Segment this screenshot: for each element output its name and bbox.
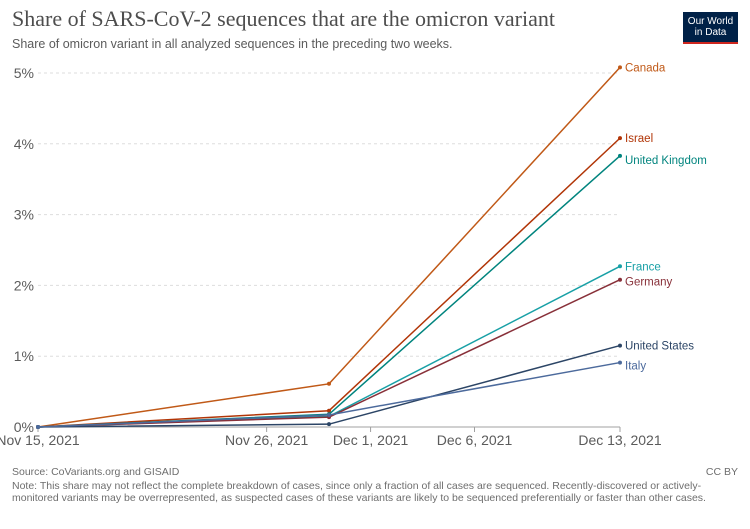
y-axis-ticks: 0% 1% 2% 3% 4% 5%: [14, 65, 34, 435]
y-tick-label: 1%: [14, 348, 34, 364]
logo-line-2: in Data: [694, 27, 727, 38]
data-point: [618, 136, 622, 141]
data-point: [618, 277, 622, 282]
grid-lines: [38, 72, 620, 428]
data-point: [618, 153, 622, 158]
data-point: [618, 65, 622, 70]
y-tick-label: 0%: [14, 419, 34, 435]
series-line: [37, 279, 621, 428]
series-label: United Kingdom: [625, 155, 707, 167]
data-point: [327, 422, 331, 427]
note-text: Note: This share may not reflect the com…: [12, 479, 706, 505]
data-point: [327, 412, 331, 417]
data-point: [327, 381, 331, 386]
x-tick-label: Dec 13, 2021: [578, 432, 661, 448]
x-axis-ticks: Nov 15, 2021 Nov 26, 2021 Dec 1, 2021 Dec 6…: [0, 427, 662, 448]
series-label: Israel: [625, 133, 653, 145]
line-chart: 0% 1% 2% 3% 4% 5% Nov 15, 2021 Nov 26, 2021 Dec…: [0, 62, 707, 448]
series-label: Canada: [625, 62, 666, 74]
series-line: [37, 155, 621, 428]
series-line: [37, 265, 621, 428]
series-line: [37, 66, 621, 428]
y-tick-label: 4%: [14, 136, 34, 152]
x-tick-label: Nov 26, 2021: [225, 432, 308, 448]
chart-subtitle: Share of omicron variant in all analyzed…: [12, 37, 453, 51]
series-labels: Canada Israel United Kingdom France Germany U…: [625, 62, 707, 372]
logo-line-1: Our World: [687, 16, 734, 27]
x-tick-label: Dec 1, 2021: [333, 432, 409, 448]
chart-footer: Source: CoVariants.org and GISAID CC BY …: [12, 466, 738, 505]
data-point: [327, 408, 331, 413]
series-label: France: [625, 261, 661, 273]
owid-logo[interactable]: Our World in Data: [683, 12, 738, 44]
data-point: [618, 264, 622, 269]
license-link[interactable]: CC BY: [705, 466, 738, 478]
series-lines: [36, 65, 622, 429]
data-point: [618, 343, 622, 348]
series-label: Italy: [625, 361, 646, 373]
data-point: [618, 360, 622, 365]
y-tick-label: 3%: [14, 207, 34, 223]
chart-title: Share of SARS-CoV-2 sequences that are t…: [12, 6, 555, 31]
source-text: Source: CoVariants.org and GISAID: [12, 466, 180, 478]
x-tick-label: Nov 15, 2021: [0, 432, 80, 448]
series-label: United States: [625, 341, 694, 353]
x-tick-label: Dec 6, 2021: [437, 432, 513, 448]
data-point: [36, 425, 40, 429]
y-tick-label: 5%: [14, 65, 34, 81]
y-tick-label: 2%: [14, 277, 34, 293]
series-label: Germany: [625, 277, 673, 289]
